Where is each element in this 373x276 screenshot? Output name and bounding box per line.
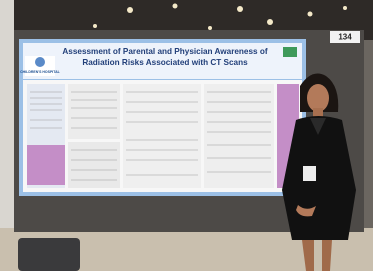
badge bbox=[303, 166, 316, 181]
photo: 134 CHILDREN'S HOSPITAL Assessment of Pa… bbox=[0, 0, 373, 271]
poster-title: Assessment of Parental and Physician Awa… bbox=[62, 47, 267, 56]
board-number: 134 bbox=[338, 33, 352, 42]
suit bbox=[282, 116, 356, 240]
wall bbox=[0, 0, 14, 250]
poster-title: Radiation Risks Associated with CT Scans bbox=[82, 58, 248, 67]
poster-table bbox=[123, 84, 201, 188]
poster-column bbox=[68, 142, 120, 188]
face bbox=[307, 84, 329, 112]
poster-table bbox=[204, 84, 274, 188]
page: {"poster": {"title_line1": "Assessment o… bbox=[0, 0, 373, 271]
logo-icon bbox=[35, 57, 45, 67]
chair bbox=[18, 238, 80, 271]
sponsor-logo bbox=[283, 47, 297, 57]
logo-text: CHILDREN'S HOSPITAL bbox=[20, 70, 61, 74]
poster-callout bbox=[27, 145, 65, 185]
